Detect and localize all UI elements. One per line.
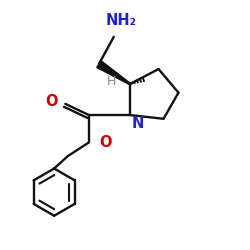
Text: H: H <box>107 75 116 88</box>
Text: O: O <box>46 94 58 109</box>
Text: NH₂: NH₂ <box>106 13 137 28</box>
Text: O: O <box>99 135 112 150</box>
Polygon shape <box>97 61 130 84</box>
Text: N: N <box>131 116 143 131</box>
